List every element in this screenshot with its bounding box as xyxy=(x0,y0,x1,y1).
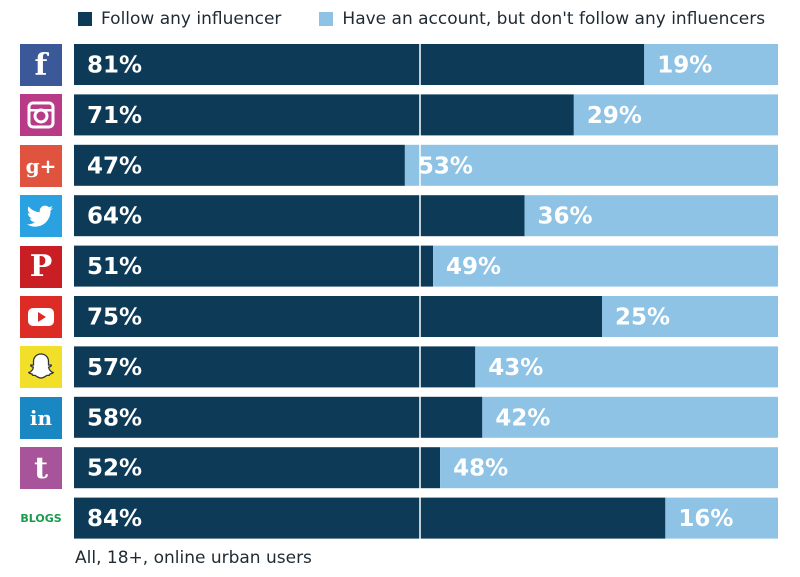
twitter-icon xyxy=(20,195,62,238)
data-label-no-follow: 25% xyxy=(615,305,670,331)
legend-swatch-follow xyxy=(78,12,92,26)
data-label-no-follow: 49% xyxy=(446,254,501,280)
bar-follow xyxy=(74,296,602,337)
legend-swatch-no-follow xyxy=(319,12,334,26)
bar-follow xyxy=(74,94,574,136)
linkedin-icon: in xyxy=(20,396,62,439)
chart-legend: Follow any influencer Have an account, b… xyxy=(78,8,765,30)
instagram-icon xyxy=(20,94,62,137)
tumblr-icon: t xyxy=(20,447,62,490)
bar-follow xyxy=(74,396,483,438)
legend-label-no-follow: Have an account, but don't follow any in… xyxy=(342,9,766,29)
bar-follow xyxy=(74,447,441,489)
bar-follow xyxy=(74,245,434,287)
data-label-follow: 81% xyxy=(87,53,142,79)
data-label-follow: 71% xyxy=(87,103,142,129)
bar-follow xyxy=(74,497,666,539)
bar-no-follow xyxy=(475,346,778,388)
bar-no-follow xyxy=(644,44,778,85)
youtube-icon xyxy=(20,296,62,338)
blogs-icon: BLOGS xyxy=(20,512,62,526)
data-label-follow: 75% xyxy=(87,305,142,331)
bar-no-follow xyxy=(602,296,778,337)
data-label-follow: 64% xyxy=(87,204,142,230)
data-label-no-follow: 48% xyxy=(453,456,508,482)
data-label-follow: 58% xyxy=(87,405,142,431)
bar-follow xyxy=(74,195,525,237)
bar-no-follow xyxy=(665,497,778,539)
data-label-follow: 47% xyxy=(87,153,142,179)
data-label-no-follow: 42% xyxy=(495,405,550,431)
legend-label-follow: Follow any influencer xyxy=(101,9,282,29)
bar-no-follow xyxy=(573,94,778,136)
facebook-icon: f xyxy=(20,44,62,86)
data-label-follow: 51% xyxy=(87,254,142,280)
data-label-no-follow: 53% xyxy=(418,153,473,179)
data-label-follow: 84% xyxy=(87,506,142,532)
data-label-no-follow: 29% xyxy=(587,103,642,129)
data-label-no-follow: 36% xyxy=(538,204,593,230)
data-label-no-follow: 16% xyxy=(678,506,733,532)
bar-no-follow xyxy=(404,144,778,186)
data-label-follow: 52% xyxy=(87,456,142,482)
bar-follow xyxy=(74,346,476,388)
bar-follow xyxy=(74,144,405,186)
bar-follow xyxy=(74,44,645,85)
bar-no-follow xyxy=(524,195,778,237)
data-label-follow: 57% xyxy=(87,355,142,381)
legend-item-follow: Follow any influencer xyxy=(78,9,281,29)
chart-footnote: All, 18+, online urban users xyxy=(75,548,312,568)
data-label-no-follow: 19% xyxy=(657,53,712,79)
snapchat-icon xyxy=(20,346,62,389)
bar-no-follow xyxy=(482,396,778,438)
pinterest-icon: P xyxy=(20,245,62,288)
legend-item-no-follow: Have an account, but don't follow any in… xyxy=(319,9,765,29)
bar-no-follow xyxy=(440,447,778,489)
bar-no-follow xyxy=(433,245,778,287)
data-label-no-follow: 43% xyxy=(488,355,543,381)
google-plus-icon: g+ xyxy=(20,144,62,187)
